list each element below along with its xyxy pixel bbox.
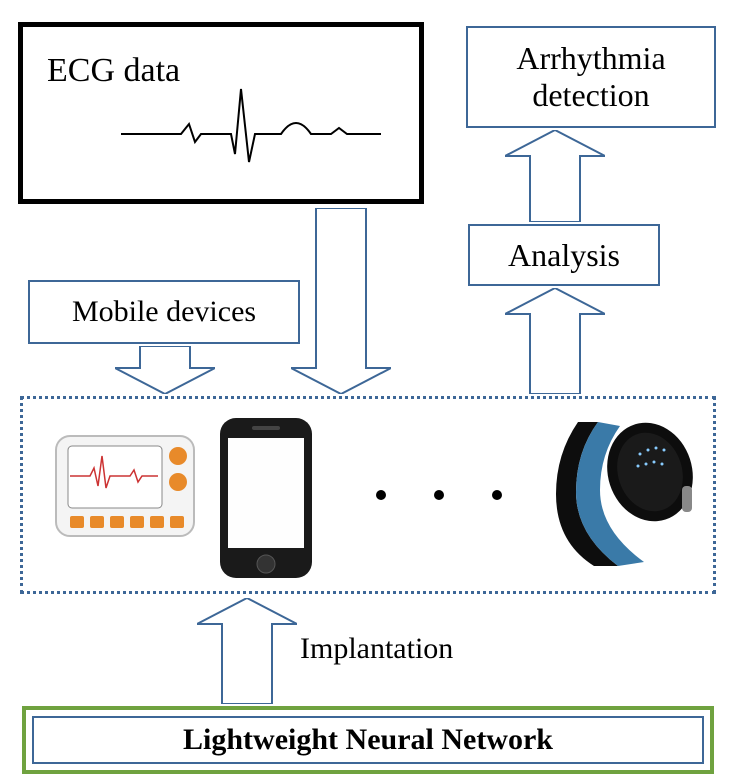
arrhythmia-label-line1: Arrhythmia	[516, 40, 665, 76]
arrow-analysis-to-arrhythmia	[505, 130, 605, 222]
ellipsis-dot	[434, 490, 444, 500]
smartwatch-icon	[548, 414, 698, 574]
arrhythmia-label-line2: detection	[532, 77, 649, 113]
arrow-devices-to-analysis	[505, 288, 605, 394]
mobile-devices-box: Mobile devices	[28, 280, 300, 344]
ellipsis-dot	[376, 490, 386, 500]
arrow-lnn-to-devices	[197, 598, 297, 704]
arrow-mobile-to-devices	[115, 346, 215, 394]
analysis-label: Analysis	[508, 237, 620, 274]
mobile-devices-label: Mobile devices	[72, 295, 256, 329]
arrhythmia-detection-box: Arrhythmia detection	[466, 26, 716, 128]
portable-ecg-monitor-icon	[50, 426, 200, 556]
smartphone-icon	[214, 414, 318, 582]
ecg-waveform-icon	[121, 84, 381, 174]
lightweight-neural-network-box: Lightweight Neural Network	[22, 706, 714, 774]
ecg-data-box: ECG data	[18, 22, 424, 204]
analysis-box: Analysis	[468, 224, 660, 286]
implantation-label: Implantation	[300, 632, 453, 666]
ellipsis-dot	[492, 490, 502, 500]
arrow-ecg-to-devices	[291, 208, 391, 394]
lnn-label: Lightweight Neural Network	[183, 723, 553, 757]
